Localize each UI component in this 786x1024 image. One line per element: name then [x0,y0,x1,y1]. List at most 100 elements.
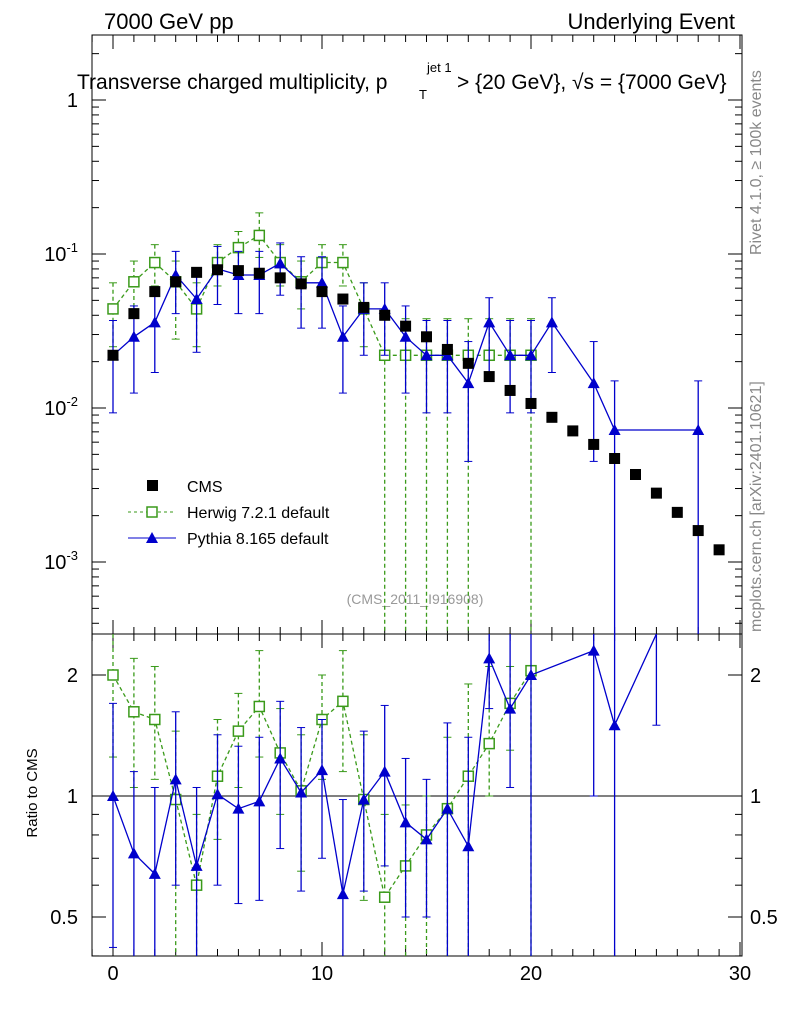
cms-marker [232,265,244,277]
pythia-marker [587,644,600,656]
cms-marker [107,349,119,361]
pythia-marker [462,377,475,389]
pythia-marker [420,349,433,361]
cms-marker [650,487,662,499]
cms-marker [170,276,182,288]
herwig-marker [107,303,119,315]
ratio-xtick-label: 20 [520,963,542,985]
cms-marker [525,397,537,409]
svg-text:Transverse charged multiplicit: Transverse charged multiplicity, p [77,71,387,94]
rivet-label: Rivet 4.1.0, ≥ 100k events [748,70,765,255]
cms-marker [295,278,307,290]
ratio-xtick-label: 30 [729,963,751,985]
pythia-marker [232,802,245,814]
title-rest: > {20 GeV}, √s = {7000 GeV} [457,71,727,94]
herwig-marker [232,725,245,737]
pythia-marker [608,423,621,435]
pythia-marker [399,330,412,342]
cms-marker [609,452,621,464]
herwig-marker [337,695,349,708]
pythia-marker [545,316,558,328]
ratio-ylabel: Ratio to CMS [24,748,41,837]
cms-marker [274,272,286,284]
pythia-marker [378,765,391,777]
pythia-marker [336,330,349,342]
ratio-ytick-label-right: 2 [750,665,761,687]
herwig-marker [483,737,495,750]
ratio-ytick-label-left: 0.5 [50,907,78,929]
herwig-marker [149,256,161,269]
pythia-marker [462,840,475,852]
pythia-marker [316,276,328,288]
pythia-marker [692,423,705,435]
title-main: Transverse charged multiplicity, p [77,71,387,94]
cms-marker [316,286,328,298]
main-ytick-label: 10-1 [44,240,78,266]
legend-pythia-marker [146,532,158,543]
herwig-marker [337,256,349,269]
pythia-marker [190,293,203,305]
pythia-marker [127,330,140,342]
ratio-plot-frame [91,633,743,957]
herwig-marker [107,669,119,681]
main-data-marks [107,212,725,634]
cms-marker [212,264,223,276]
legend-cms-marker [147,480,158,491]
pythia-marker [483,652,496,664]
cms-marker [588,438,600,450]
analysis-watermark: (CMS_2011_I916908) [347,591,484,607]
legend-herwig-label: Herwig 7.2.1 default [187,505,330,522]
pythia-marker [148,316,161,328]
ratio-ytick-label-right: 1 [750,786,761,808]
pythia-marker [399,816,412,828]
ratio-xtick-label: 10 [311,963,333,985]
pythia-marker [253,795,266,807]
pythia-marker [504,349,517,361]
pythia-marker [274,257,287,269]
pythia-marker [357,793,370,805]
ratio-ytick-label-right: 0.5 [750,907,778,929]
ratio-ytick-label-left: 1 [67,786,78,808]
pythia-marker [525,669,537,680]
cms-marker [253,267,265,279]
main-axis-ticks: 10-3 10-2 10-1 1 [44,35,742,634]
cms-marker [358,301,370,313]
herwig-marker [253,700,266,713]
pythia-marker [525,349,537,361]
main-ytick-label: 10-2 [44,394,78,420]
pythia-marker [148,867,161,879]
header-left: 7000 GeV pp [104,9,234,34]
cms-marker [337,293,349,305]
cms-marker [546,411,558,423]
header-right: Underlying Event [567,9,735,34]
cms-marker [462,357,474,369]
pythia-marker [441,802,454,814]
cms-marker [421,331,432,343]
ratio-axis-ticks: 0 10 20 30 0.5 0.5 1 1 2 2 [50,634,778,985]
pythia-marker [295,786,308,798]
ratio-ytick-label-left: 2 [67,665,78,687]
cms-marker [504,384,516,396]
pythia-marker [504,702,517,714]
main-ytick-label: 10-3 [44,548,78,574]
herwig-marker [149,713,161,726]
cms-marker [692,525,704,537]
pythia-marker [211,788,224,800]
pythia-marker [169,773,182,785]
pythia-marker [608,719,621,731]
main-ytick-label: 1 [67,90,78,112]
cms-marker [149,286,161,298]
title-sup: jet 1 [426,60,452,75]
legend-cms-label: CMS [187,479,223,496]
pythia-series-line [112,633,657,895]
legend-pythia-label: Pythia 8.165 default [187,531,329,548]
cms-marker [191,266,203,278]
cms-marker [630,468,641,480]
cms-marker [567,425,579,437]
title-sub: T [419,87,427,102]
herwig-marker [378,891,391,903]
cms-marker [713,544,725,556]
pythia-marker [316,764,328,776]
pythia-marker [274,752,287,764]
